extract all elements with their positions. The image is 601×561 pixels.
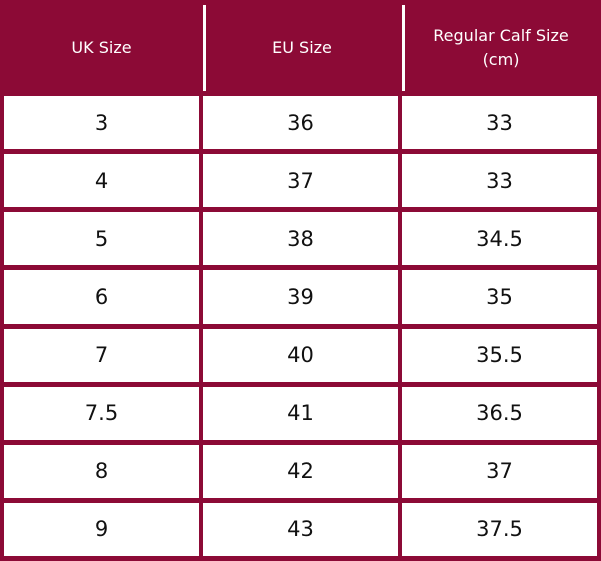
eu-size-cell: 36 [203, 96, 398, 150]
uk-size-cell: 8 [4, 444, 199, 498]
table-row: 3 36 33 [4, 96, 597, 150]
uk-size-cell: 5 [4, 212, 199, 266]
calf-size-cell: 33 [402, 96, 597, 150]
uk-size-cell: 9 [4, 502, 199, 556]
calf-size-cell: 33 [402, 154, 597, 208]
uk-size-cell: 4 [4, 154, 199, 208]
calf-size-cell: 35.5 [402, 328, 597, 382]
eu-size-cell: 38 [203, 212, 398, 266]
eu-size-cell: 39 [203, 270, 398, 324]
calf-size-cell: 37.5 [402, 502, 597, 556]
header-calf-size: Regular Calf Size (cm) [402, 5, 597, 91]
uk-size-cell: 6 [4, 270, 199, 324]
calf-size-cell: 36.5 [402, 386, 597, 440]
eu-size-cell: 37 [203, 154, 398, 208]
table-row: 7.5 41 36.5 [4, 386, 597, 440]
header-uk-size: UK Size [4, 5, 199, 91]
table-row: 8 42 37 [4, 444, 597, 498]
eu-size-cell: 41 [203, 386, 398, 440]
header-row: UK Size EU Size Regular Calf Size (cm) [4, 5, 597, 91]
calf-size-cell: 34.5 [402, 212, 597, 266]
uk-size-cell: 7 [4, 328, 199, 382]
eu-size-cell: 40 [203, 328, 398, 382]
eu-size-cell: 42 [203, 444, 398, 498]
uk-size-cell: 7.5 [4, 386, 199, 440]
header-eu-size: EU Size [203, 5, 398, 91]
eu-size-cell: 43 [203, 502, 398, 556]
table-row: 6 39 35 [4, 270, 597, 324]
table-row: 4 37 33 [4, 154, 597, 208]
table-row: 9 43 37.5 [4, 502, 597, 556]
table-row: 7 40 35.5 [4, 328, 597, 382]
calf-size-cell: 37 [402, 444, 597, 498]
uk-size-cell: 3 [4, 96, 199, 150]
table-row: 5 38 34.5 [4, 212, 597, 266]
calf-size-cell: 35 [402, 270, 597, 324]
